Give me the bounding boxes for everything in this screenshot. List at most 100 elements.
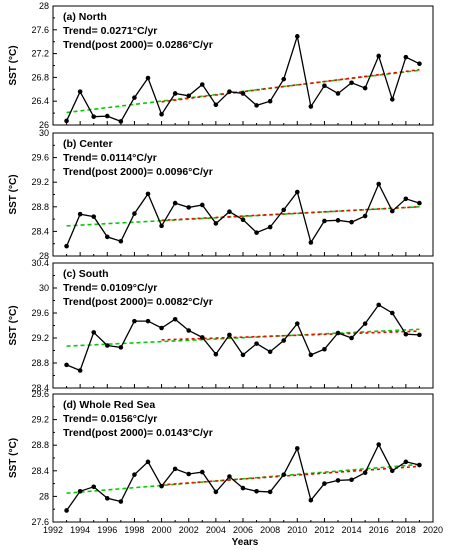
sst-data-point	[227, 332, 232, 338]
sst-data-point	[172, 91, 178, 96]
y-tick-label: 29.2	[31, 415, 49, 425]
sst-data-point	[77, 368, 83, 373]
x-tick-label: 2014	[342, 525, 362, 535]
y-tick-label: 29.2	[31, 333, 49, 343]
sst-data-point	[308, 497, 314, 503]
sst-data-point	[227, 209, 232, 215]
sst-data-point	[403, 459, 409, 465]
sst-data-point	[349, 477, 354, 483]
sst-data-point	[267, 489, 273, 495]
sst-data-point	[254, 230, 259, 235]
sst-data-point	[403, 331, 409, 337]
panel-1: 26 26.4 26.8 27.2 27.6 28 SST (°C) (a) North Tre…	[8, 1, 434, 130]
sst-data-point	[227, 474, 232, 479]
x-tick-label: 2020	[423, 525, 443, 535]
sst-data-point	[132, 472, 137, 477]
trend-annotation: Trend= 0.0271°C/yr	[63, 25, 157, 37]
sst-data-point	[308, 104, 314, 109]
sst-data-point	[186, 328, 192, 333]
sst-data-point	[145, 191, 151, 197]
y-tick-label: 28.4	[31, 226, 49, 236]
sst-data-point	[64, 243, 69, 249]
x-tick-label: 1998	[124, 525, 144, 535]
panel-title: (a) North	[63, 11, 107, 23]
y-tick-label: 29.6	[31, 308, 49, 318]
y-tick-label: 28.4	[31, 466, 49, 476]
sst-data-point	[281, 338, 287, 343]
trend-line-post2000	[161, 206, 420, 222]
y-axis-label: SST (°C)	[8, 305, 19, 345]
sst-data-point	[417, 200, 422, 206]
sst-data-point	[376, 302, 382, 308]
x-tick-label: 2002	[179, 525, 199, 535]
sst-data-point	[64, 362, 69, 368]
y-tick-label: 28.8	[31, 358, 49, 368]
x-tick-label: 2012	[314, 525, 334, 535]
sst-data-point	[227, 89, 232, 94]
sst-data-point	[294, 446, 300, 451]
sst-data-point	[145, 459, 151, 465]
sst-data-point	[186, 93, 192, 99]
sst-data-point	[389, 310, 395, 316]
x-tick-label: 2010	[287, 525, 307, 535]
sst-data-point	[362, 470, 368, 476]
sst-data-point	[91, 484, 97, 490]
sst-data-point	[77, 89, 83, 94]
y-tick-label: 29.6	[31, 389, 49, 399]
sst-data-point	[308, 352, 314, 358]
x-tick-label: 1994	[70, 525, 90, 535]
sst-data-point	[281, 472, 287, 477]
sst-data-point	[362, 213, 368, 219]
sst-data-point	[294, 34, 300, 39]
trend-annotation: Trend= 0.0156°C/yr	[63, 413, 157, 425]
sst-data-point	[335, 218, 341, 223]
sst-data-point	[145, 75, 151, 81]
sst-data-point	[376, 181, 382, 187]
x-tick-label: 2000	[152, 525, 172, 535]
y-tick-label: 27.6	[31, 25, 49, 35]
trend-line-post2000	[161, 330, 420, 341]
x-axis-label: Years	[232, 537, 259, 548]
sst-data-point	[213, 102, 219, 108]
sst-data-point	[104, 343, 110, 348]
sst-data-point	[91, 330, 97, 335]
y-tick-label: 30	[39, 128, 49, 138]
y-tick-label: 26.4	[31, 96, 49, 106]
sst-data-point	[159, 223, 164, 229]
y-axis-label: SST (°C)	[8, 45, 19, 85]
x-tick-label: 2006	[233, 525, 253, 535]
sst-data-point	[322, 346, 327, 352]
panel-title: (c) South	[63, 268, 109, 280]
panel-2: 28 28.4 28.8 29.2 29.6 30 SST (°C) (b) Center Tr…	[8, 128, 434, 261]
sst-data-point	[322, 218, 327, 224]
sst-data-point	[118, 499, 124, 504]
sst-data-point	[213, 351, 219, 357]
trend-line-post2000	[161, 465, 420, 486]
sst-data-point	[254, 103, 259, 108]
sst-data-point	[172, 466, 178, 472]
y-tick-label: 28.8	[31, 440, 49, 450]
trend-annotation: Trend(post 2000)= 0.0143°C/yr	[63, 427, 213, 439]
trend-line-full	[66, 328, 420, 347]
y-tick-label: 28	[39, 251, 49, 261]
panel-4: 27.6 28 28.4 28.8 29.2 29.6 1992 1994 1996 1998 20…	[8, 389, 443, 535]
sst-data-point	[118, 238, 124, 244]
sst-data-point	[335, 478, 341, 483]
sst-data-point	[199, 202, 205, 208]
y-tick-label: 28.8	[31, 202, 49, 212]
sst-data-point	[64, 508, 69, 513]
y-tick-label: 28.4	[31, 383, 49, 393]
trend-annotation: Trend= 0.0114°C/yr	[63, 152, 157, 164]
sst-data-point	[335, 91, 341, 96]
sst-data-point	[159, 111, 164, 117]
sst-data-point	[240, 485, 246, 491]
sst-data-point	[322, 481, 327, 486]
sst-data-point	[362, 321, 368, 326]
trend-annotation: Trend(post 2000)= 0.0096°C/yr	[63, 166, 213, 178]
sst-data-point	[335, 330, 341, 336]
sst-data-point	[91, 114, 97, 119]
sst-data-point	[349, 80, 354, 86]
sst-data-point	[389, 208, 395, 214]
sst-data-point	[118, 119, 124, 124]
sst-data-point	[267, 98, 273, 104]
